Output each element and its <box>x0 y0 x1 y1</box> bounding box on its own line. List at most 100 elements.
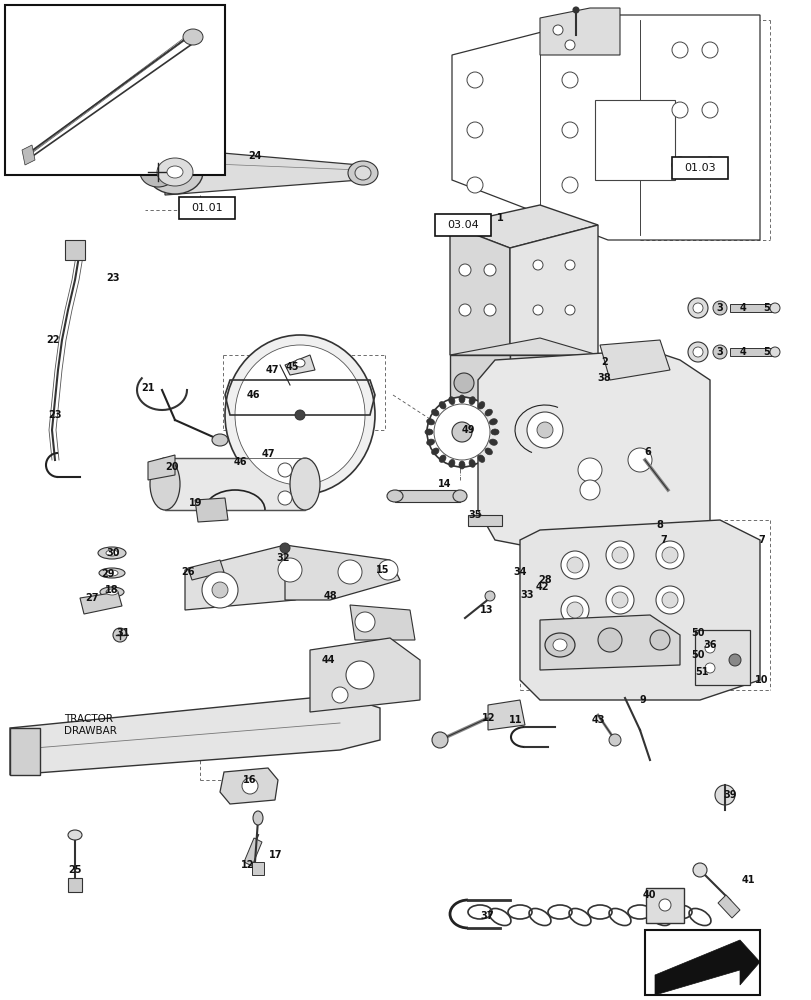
Ellipse shape <box>466 177 483 193</box>
Ellipse shape <box>561 72 577 88</box>
Ellipse shape <box>99 568 125 578</box>
Ellipse shape <box>659 899 670 911</box>
Ellipse shape <box>769 347 779 357</box>
Ellipse shape <box>458 395 465 403</box>
Text: 46: 46 <box>233 457 247 467</box>
Polygon shape <box>539 615 679 670</box>
Polygon shape <box>717 895 739 918</box>
Polygon shape <box>68 878 82 892</box>
Polygon shape <box>310 638 419 712</box>
Polygon shape <box>22 145 35 165</box>
Text: 6: 6 <box>644 447 650 457</box>
Text: 22: 22 <box>46 335 60 345</box>
Ellipse shape <box>712 345 726 359</box>
Ellipse shape <box>277 558 302 582</box>
Ellipse shape <box>433 404 489 460</box>
Ellipse shape <box>182 29 203 45</box>
Bar <box>646 888 683 923</box>
Ellipse shape <box>106 589 118 595</box>
Ellipse shape <box>212 434 228 446</box>
Ellipse shape <box>552 639 566 651</box>
Ellipse shape <box>294 410 305 420</box>
Text: 17: 17 <box>269 850 282 860</box>
Ellipse shape <box>478 402 484 409</box>
Ellipse shape <box>484 448 491 455</box>
Ellipse shape <box>439 455 445 462</box>
Ellipse shape <box>649 630 669 650</box>
Ellipse shape <box>655 541 683 569</box>
Ellipse shape <box>469 459 474 467</box>
Bar <box>594 100 674 180</box>
Text: 20: 20 <box>165 462 178 472</box>
Ellipse shape <box>147 150 203 194</box>
Ellipse shape <box>348 161 378 185</box>
Ellipse shape <box>627 448 651 472</box>
Ellipse shape <box>573 7 578 13</box>
Ellipse shape <box>242 778 258 794</box>
Ellipse shape <box>560 551 588 579</box>
Ellipse shape <box>605 541 633 569</box>
Ellipse shape <box>611 592 627 608</box>
Polygon shape <box>449 355 509 410</box>
Polygon shape <box>251 862 264 875</box>
Ellipse shape <box>106 570 118 576</box>
Text: 12: 12 <box>482 713 496 723</box>
Text: 50: 50 <box>690 628 704 638</box>
Ellipse shape <box>597 628 621 652</box>
Ellipse shape <box>458 461 465 469</box>
Ellipse shape <box>98 547 126 559</box>
Polygon shape <box>449 338 597 355</box>
Ellipse shape <box>484 591 495 601</box>
Text: 38: 38 <box>596 373 610 383</box>
Ellipse shape <box>290 458 320 510</box>
Polygon shape <box>394 490 460 502</box>
Text: 39: 39 <box>723 790 736 800</box>
Polygon shape <box>165 458 305 510</box>
Ellipse shape <box>552 25 562 35</box>
Text: 4: 4 <box>739 347 745 357</box>
Polygon shape <box>729 348 774 356</box>
Ellipse shape <box>566 602 582 618</box>
Text: 23: 23 <box>106 273 119 283</box>
Polygon shape <box>449 225 509 355</box>
Ellipse shape <box>714 785 734 805</box>
Ellipse shape <box>427 397 496 467</box>
Ellipse shape <box>225 335 375 495</box>
Bar <box>10 728 40 775</box>
Ellipse shape <box>661 547 677 563</box>
Ellipse shape <box>431 448 439 455</box>
Ellipse shape <box>277 491 292 505</box>
Polygon shape <box>188 560 224 580</box>
Bar <box>644 930 759 995</box>
Ellipse shape <box>489 419 496 425</box>
Text: 28: 28 <box>538 575 551 585</box>
Bar <box>435 214 491 236</box>
Polygon shape <box>539 8 620 55</box>
Ellipse shape <box>458 304 470 316</box>
Text: 40: 40 <box>642 890 655 900</box>
Ellipse shape <box>769 303 779 313</box>
Polygon shape <box>478 350 709 570</box>
Polygon shape <box>467 515 501 526</box>
Ellipse shape <box>202 572 238 608</box>
Ellipse shape <box>337 560 362 584</box>
Polygon shape <box>452 15 759 240</box>
Text: 41: 41 <box>740 875 753 885</box>
Ellipse shape <box>452 422 471 442</box>
Ellipse shape <box>608 734 620 746</box>
Text: 2: 2 <box>601 357 607 367</box>
Text: 27: 27 <box>85 593 99 603</box>
Ellipse shape <box>532 305 543 315</box>
Text: 32: 32 <box>276 553 290 563</box>
Text: 7: 7 <box>757 535 765 545</box>
Ellipse shape <box>139 157 176 187</box>
Ellipse shape <box>378 560 397 580</box>
Bar <box>178 197 234 219</box>
Text: TRACTOR
DRAWBAR: TRACTOR DRAWBAR <box>64 714 117 736</box>
Text: 50: 50 <box>690 650 704 660</box>
Polygon shape <box>243 838 262 866</box>
Ellipse shape <box>100 587 124 597</box>
Bar <box>672 157 727 179</box>
Ellipse shape <box>655 586 683 614</box>
Text: 15: 15 <box>375 565 389 575</box>
